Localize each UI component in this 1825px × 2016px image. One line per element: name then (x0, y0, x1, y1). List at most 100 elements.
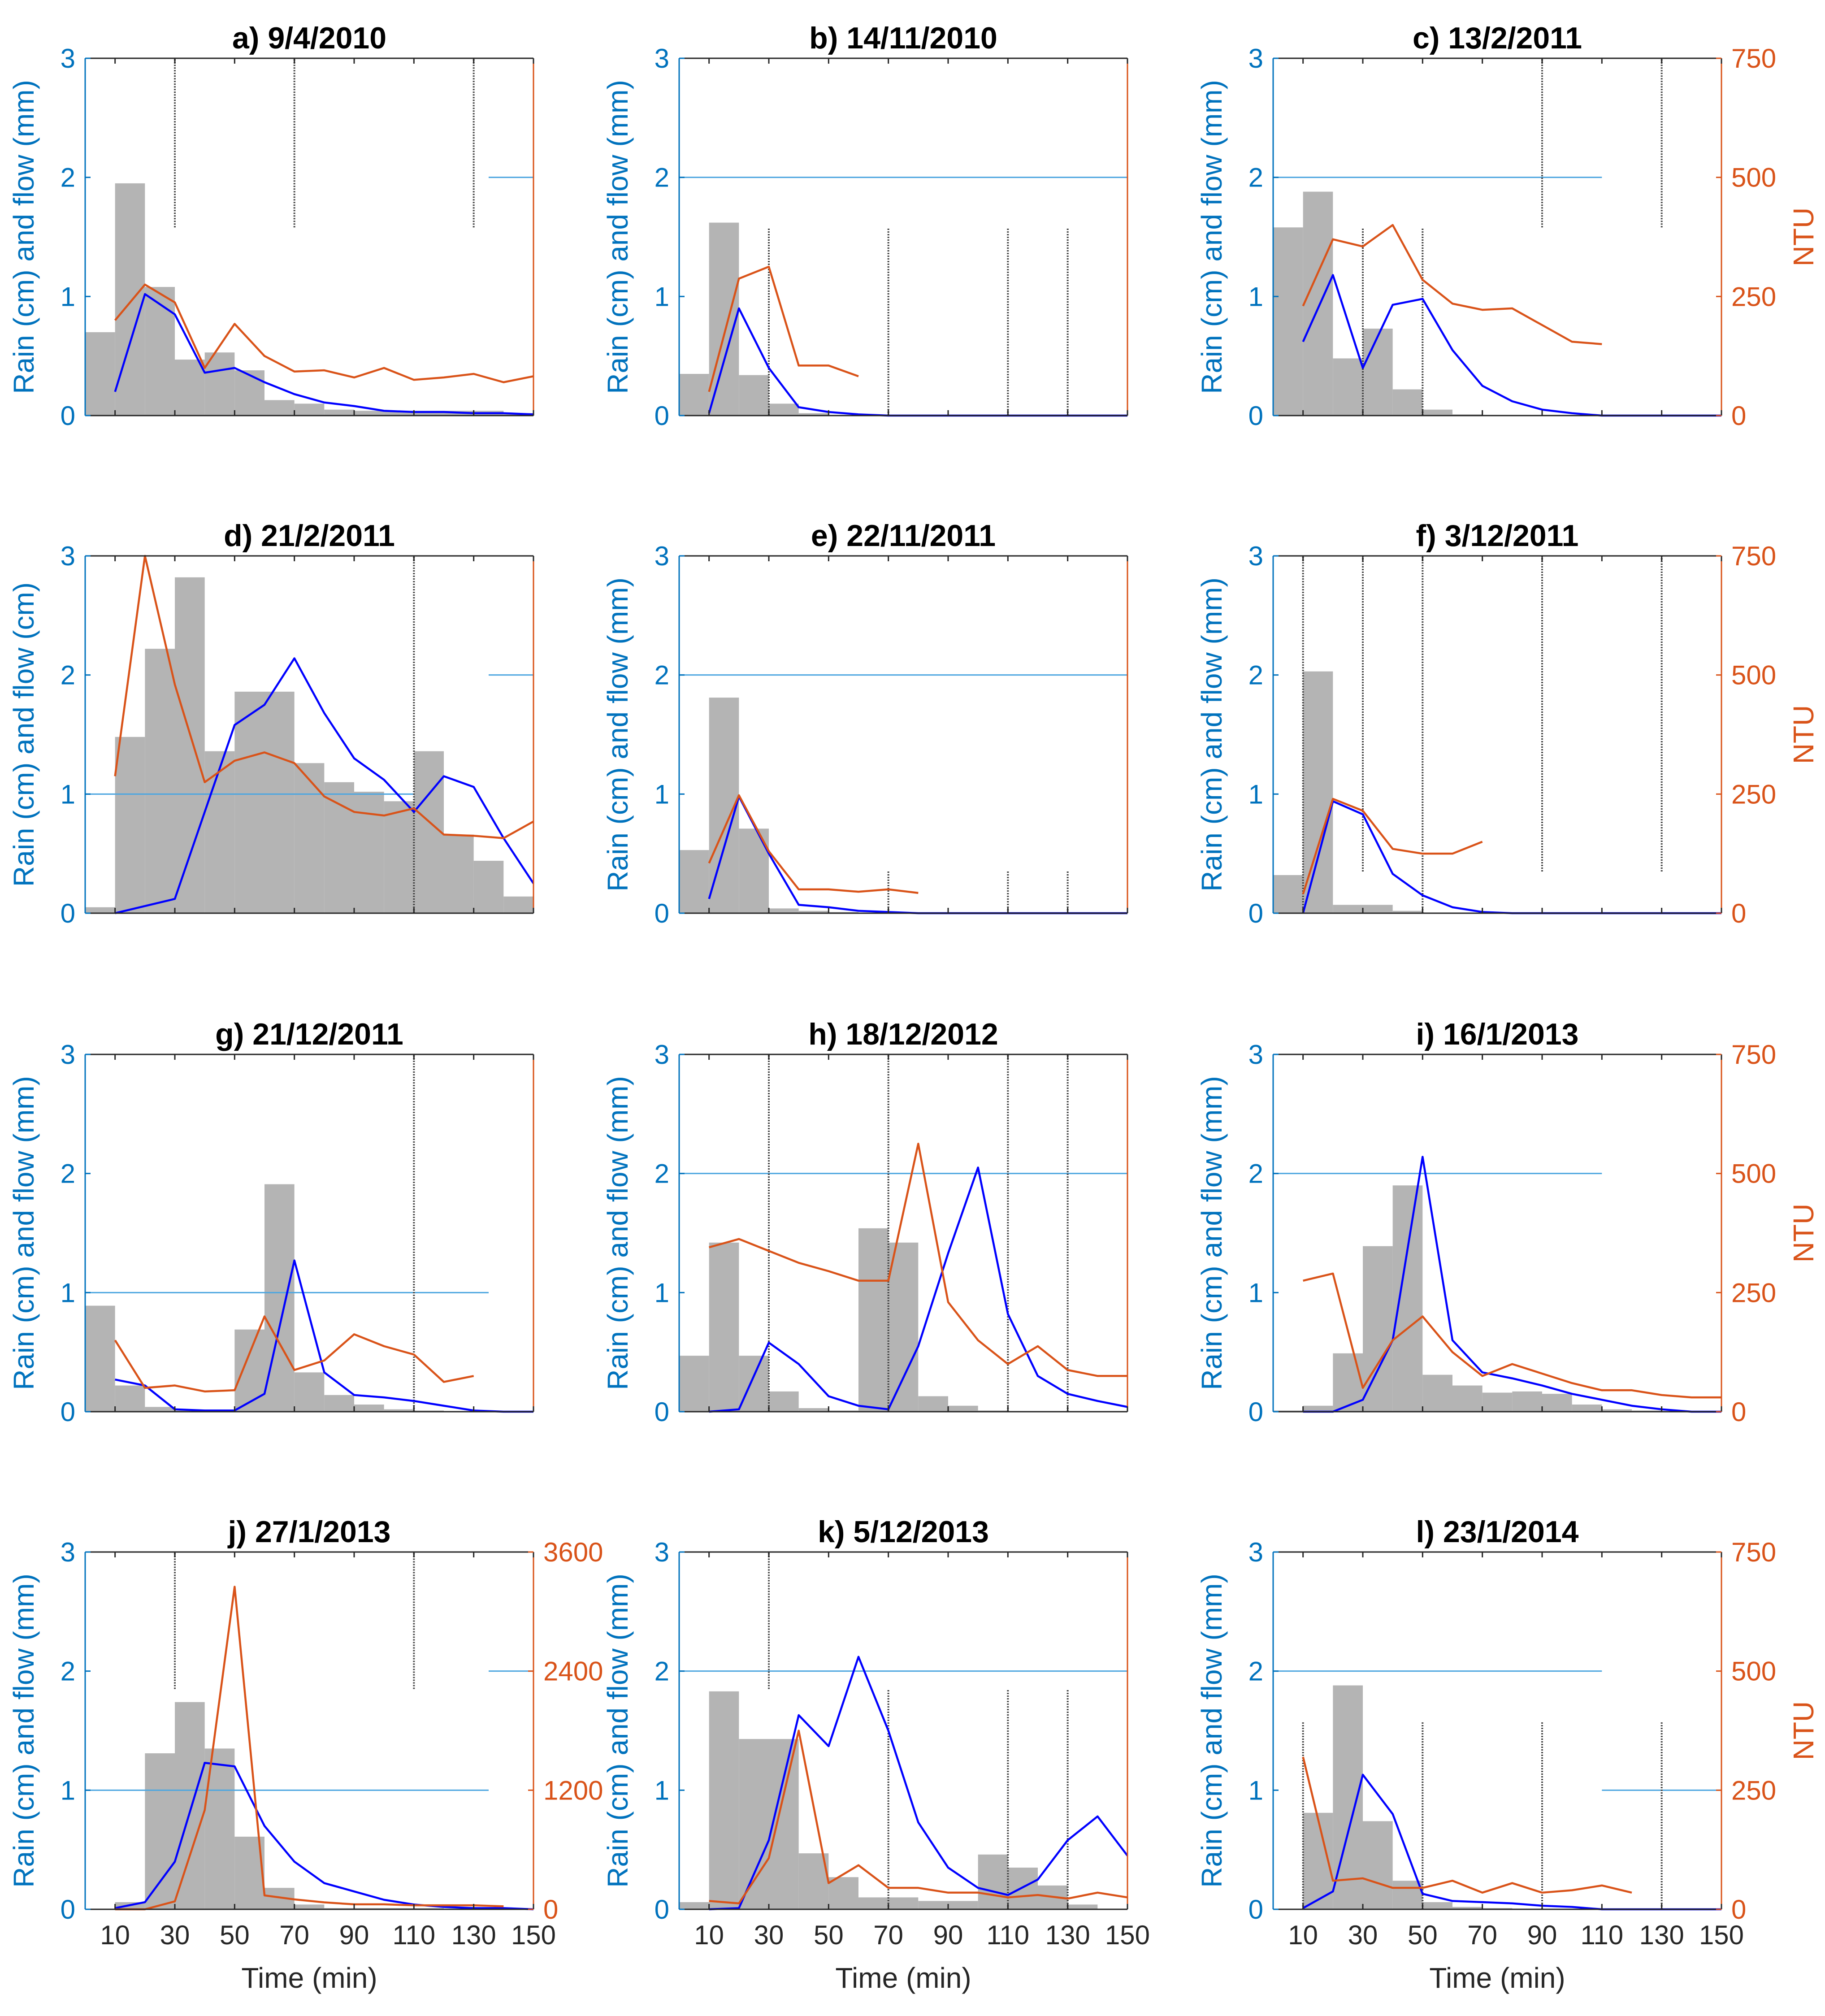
ntu-series-line (1302, 798, 1483, 895)
rain-bar (828, 1877, 858, 1909)
rain-bar (264, 400, 295, 416)
y-tick-label: 0 (61, 1895, 75, 1925)
chart-title: c) 13/2/2011 (1413, 21, 1582, 55)
panel-k: 10 30 50 70 90 110 130 150 Time (min) 0 1 2 3 Rain (c… (602, 1515, 1150, 1994)
rain-bar (918, 1396, 948, 1412)
rain-bar (354, 792, 384, 913)
y-tick-label: 1 (655, 1278, 669, 1308)
rain-bar (1273, 227, 1303, 416)
y2-tick-label: 500 (1731, 1656, 1776, 1687)
panel-e: 0 1 2 3 Rain (cm) and flow (mm) e) 22/11/2011 (602, 519, 1128, 928)
y-tick-label: 1 (61, 1278, 75, 1308)
rain-bar (1452, 1907, 1483, 1909)
y-tick-label: 2 (1248, 163, 1263, 193)
rain-bar (1392, 1881, 1423, 1909)
y-tick-label: 3 (61, 43, 75, 74)
rain-bar (769, 403, 799, 416)
x-tick-label: 150 (1699, 1920, 1744, 1950)
y-tick-label: 0 (1248, 898, 1263, 928)
y-tick-label: 0 (655, 401, 669, 431)
y2-tick-label: 250 (1731, 1775, 1776, 1805)
y-tick-label: 1 (1248, 1278, 1263, 1308)
rain-bar (324, 409, 354, 416)
rain-bar (384, 801, 414, 913)
rain-bar (85, 332, 115, 416)
x-tick-label: 130 (1045, 1920, 1090, 1950)
flow-series-line (709, 1656, 1128, 1911)
y-tick-label: 1 (655, 1775, 669, 1805)
y-tick-label: 2 (1248, 1159, 1263, 1189)
rain-bar (709, 1242, 739, 1412)
rain-bar (294, 763, 325, 913)
panel-d: 0 1 2 3 Rain (cm) and flow (cm) d) 21/2/2011 (8, 519, 534, 928)
panel-c: 0 1 2 3 Rain (cm) and flow (mm) 0 250 500 750 NTU… (1196, 21, 1820, 431)
rain-bar (769, 1391, 799, 1412)
y-tick-label: 2 (61, 1159, 75, 1189)
y2-axis-label: NTU (1787, 1701, 1820, 1760)
chart-title: g) 21/12/2011 (215, 1017, 403, 1051)
y-tick-label: 1 (1248, 1775, 1263, 1805)
rain-bar (1363, 905, 1393, 913)
rain-bar (948, 1901, 978, 1909)
flow-series-line (114, 293, 534, 416)
rain-bar (204, 352, 235, 416)
rain-bar (918, 1901, 948, 1909)
y-axis-label: Rain (cm) and flow (mm) (1196, 1574, 1228, 1888)
y-tick-label: 3 (1248, 1040, 1263, 1070)
y-tick-label: 2 (655, 1159, 669, 1189)
rain-bar (948, 1405, 978, 1412)
ntu-series-line (709, 1730, 1128, 1904)
rain-bar (1602, 1409, 1632, 1412)
rain-bar (1303, 1405, 1333, 1412)
rain-bar (679, 374, 709, 416)
rain-bar (234, 1329, 264, 1412)
rain-bar (294, 1372, 325, 1412)
flow-series-line (115, 657, 534, 915)
x-tick-label: 70 (1467, 1920, 1497, 1950)
y-tick-label: 0 (655, 1895, 669, 1925)
chart-title: l) 23/1/2014 (1416, 1515, 1579, 1549)
rain-bar (1452, 1385, 1483, 1412)
rain-bar (1067, 1904, 1098, 1909)
x-tick-label: 70 (873, 1920, 903, 1950)
rain-bar (1363, 1821, 1393, 1909)
rain-bar (769, 908, 799, 913)
chart-title: d) 21/2/2011 (224, 519, 395, 553)
y-tick-label: 2 (1248, 1656, 1263, 1687)
y2-tick-label: 1200 (543, 1775, 603, 1805)
y-tick-label: 0 (61, 401, 75, 431)
panel-b: 0 1 2 3 Rain (cm) and flow (mm) b) 14/11/2010 (602, 21, 1128, 431)
y2-tick-label: 750 (1731, 43, 1776, 74)
y-tick-label: 3 (655, 1537, 669, 1567)
x-tick-label: 10 (1288, 1920, 1318, 1950)
rain-bar (354, 1405, 384, 1412)
y-tick-label: 0 (61, 898, 75, 928)
rain-bar (384, 1409, 414, 1412)
rain-bar (234, 370, 264, 416)
y-tick-label: 3 (1248, 43, 1263, 74)
y2-tick-label: 0 (1731, 1397, 1746, 1427)
x-axis-label: Time (min) (1429, 1962, 1565, 1994)
rain-bar (888, 1897, 919, 1909)
ntu-series-line (1302, 1756, 1632, 1894)
chart-title: h) 18/12/2012 (808, 1017, 998, 1051)
panel-l: 10 30 50 70 90 110 130 150 Time (min) 0 1 2 3 Rain (c… (1196, 1515, 1820, 1994)
y-tick-label: 1 (655, 779, 669, 809)
rain-bar (1333, 905, 1363, 913)
chart-title: j) 27/1/2013 (227, 1515, 391, 1549)
y-tick-label: 1 (1248, 282, 1263, 312)
ntu-series-line (1303, 1272, 1721, 1399)
y2-tick-label: 3600 (543, 1537, 603, 1567)
rain-bar (1422, 409, 1452, 416)
rain-bar (739, 375, 769, 416)
panel-f: 0 1 2 3 Rain (cm) and flow (mm) 0 250 500 750 NTU… (1196, 519, 1820, 928)
rain-bar (888, 1242, 919, 1412)
rain-bar (294, 1904, 325, 1909)
y-axis-label: Rain (cm) and flow (mm) (602, 1076, 634, 1390)
x-tick-label: 50 (220, 1920, 250, 1950)
x-tick-label: 110 (987, 1920, 1030, 1950)
rain-bar (978, 1854, 1008, 1909)
y2-tick-label: 250 (1731, 1278, 1776, 1308)
rain-bar (739, 1739, 769, 1909)
rain-bar (204, 751, 235, 913)
